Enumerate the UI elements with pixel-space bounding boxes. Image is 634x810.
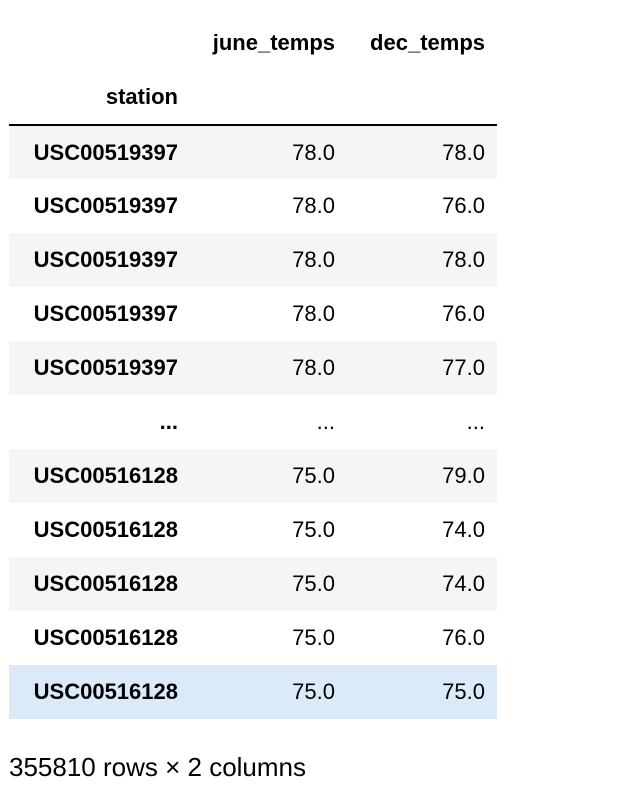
index-header-row: station bbox=[9, 70, 497, 125]
header-blank bbox=[190, 70, 347, 125]
row-index-cell: USC00519397 bbox=[33, 355, 178, 380]
cell-june-temps: 78.0 bbox=[292, 139, 335, 165]
row-index-cell: USC00516128 bbox=[33, 679, 178, 704]
header-blank bbox=[9, 16, 190, 70]
table-row: USC00516128 75.0 76.0 bbox=[9, 611, 497, 665]
table-row: USC00519397 78.0 76.0 bbox=[9, 179, 497, 233]
cell-june-temps: 78.0 bbox=[292, 193, 335, 218]
cell-june-temps: 75.0 bbox=[292, 571, 335, 596]
row-index-cell: ... bbox=[159, 409, 178, 434]
row-index-cell: USC00516128 bbox=[33, 625, 178, 650]
cell-june-temps: 78.0 bbox=[292, 355, 335, 380]
column-header-dec-temps: dec_temps bbox=[370, 30, 485, 55]
cell-june-temps: ... bbox=[316, 409, 335, 434]
shape-summary: 355810 rows × 2 columns bbox=[9, 752, 307, 782]
cell-june-temps: 75.0 bbox=[292, 463, 335, 488]
table-row: USC00519397 78.0 76.0 bbox=[9, 287, 497, 341]
table-row: ......... bbox=[9, 395, 497, 449]
cell-dec-temps: 74.0 bbox=[442, 517, 485, 542]
cell-dec-temps: 79.0 bbox=[442, 463, 485, 488]
cell-dec-temps: 76.0 bbox=[442, 301, 485, 326]
row-index-cell: USC00519397 bbox=[33, 247, 178, 272]
column-header-row: june_temps dec_temps bbox=[9, 16, 497, 70]
table-row: USC00516128 75.0 74.0 bbox=[9, 557, 497, 611]
cell-dec-temps: 76.0 bbox=[442, 625, 485, 650]
row-index-cell: USC00516128 bbox=[33, 463, 178, 488]
cell-june-temps: 75.0 bbox=[292, 625, 335, 650]
cell-dec-temps: 76.0 bbox=[442, 193, 485, 218]
cell-dec-temps: 78.0 bbox=[442, 139, 485, 165]
table-row: USC00519397 78.0 77.0 bbox=[9, 341, 497, 395]
cell-june-temps: 78.0 bbox=[292, 301, 335, 326]
column-header-june-temps: june_temps bbox=[212, 30, 335, 55]
header-blank bbox=[347, 70, 497, 125]
table-header: june_temps dec_temps station bbox=[9, 16, 497, 125]
row-index-cell: USC00516128 bbox=[33, 571, 178, 596]
cell-dec-temps: 77.0 bbox=[442, 355, 485, 380]
cell-dec-temps: ... bbox=[466, 409, 485, 434]
table-row: USC00519397 78.0 78.0 bbox=[9, 125, 497, 179]
cell-dec-temps: 78.0 bbox=[442, 247, 485, 272]
index-name-header: station bbox=[105, 84, 178, 109]
cell-dec-temps: 75.0 bbox=[442, 679, 485, 704]
table-row: USC00516128 75.0 79.0 bbox=[9, 449, 497, 503]
row-index-cell: USC00516128 bbox=[33, 517, 178, 542]
cell-june-temps: 78.0 bbox=[292, 247, 335, 272]
cell-june-temps: 75.0 bbox=[292, 517, 335, 542]
row-index-cell: USC00519397 bbox=[33, 193, 178, 218]
table-row: USC00516128 75.0 74.0 bbox=[9, 503, 497, 557]
table-body: USC00519397 78.0 78.0 USC00519397 78.0 76.0 US… bbox=[9, 125, 497, 719]
table-row: USC00519397 78.0 78.0 bbox=[9, 233, 497, 287]
row-index-cell: USC00519397 bbox=[33, 139, 178, 165]
cell-june-temps: 75.0 bbox=[292, 679, 335, 704]
dataframe-output: june_temps dec_temps station USC00519397… bbox=[9, 16, 497, 719]
cell-dec-temps: 74.0 bbox=[442, 571, 485, 596]
row-index-cell: USC00519397 bbox=[33, 301, 178, 326]
dataframe-table: june_temps dec_temps station USC00519397… bbox=[9, 16, 497, 719]
table-row: USC00516128 75.0 75.0 bbox=[9, 665, 497, 719]
